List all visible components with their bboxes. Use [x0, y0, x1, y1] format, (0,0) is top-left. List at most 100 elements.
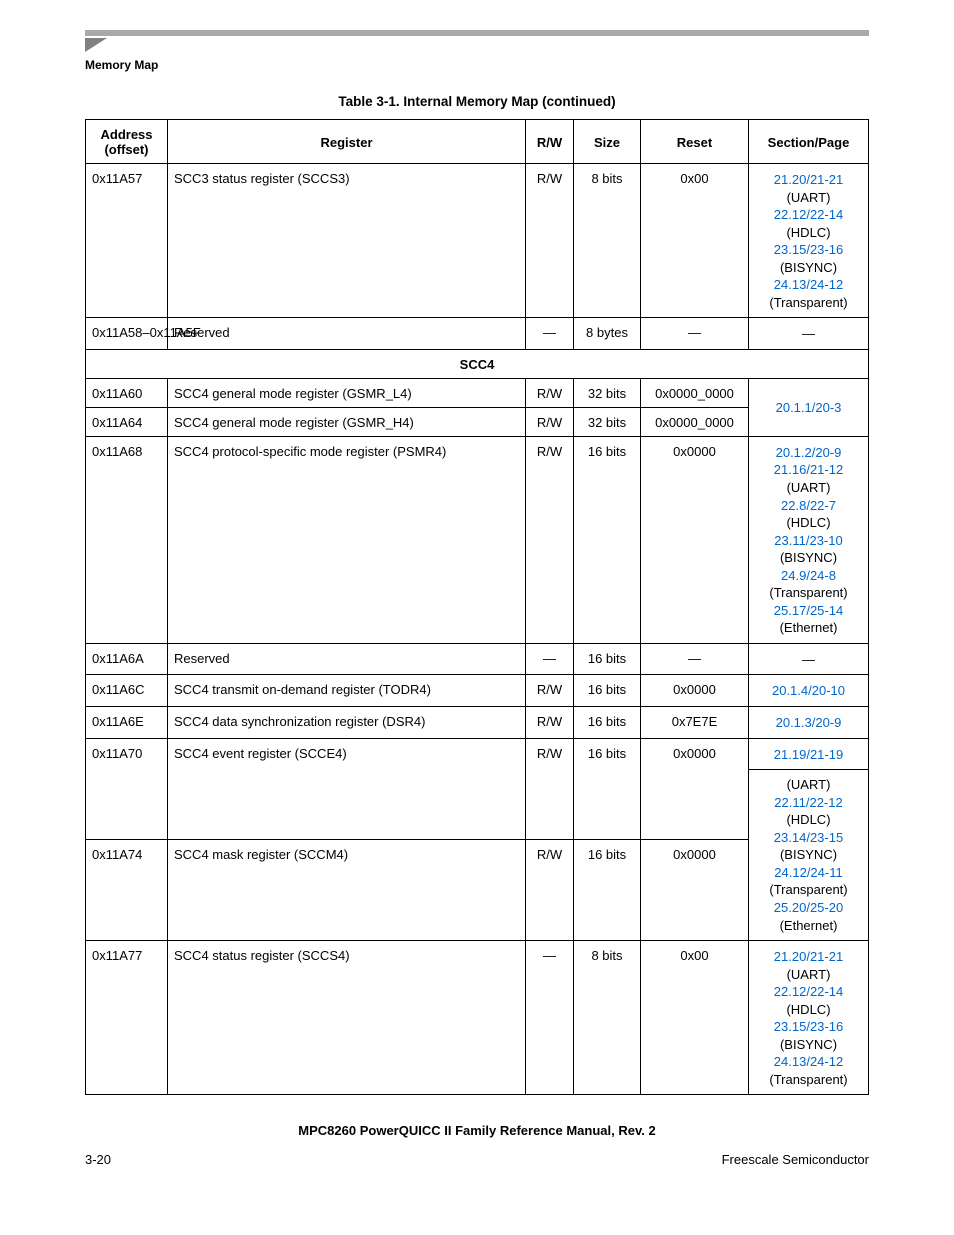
- cell-register: SCC3 status register (SCCS3): [168, 164, 526, 318]
- cell-reset: 0x0000: [641, 436, 749, 643]
- section-link[interactable]: 22.11/22-12: [774, 795, 842, 810]
- cell-section: 20.1.4/20-10: [749, 675, 869, 707]
- col-section: Section/Page: [749, 120, 869, 164]
- footer-company: Freescale Semiconductor: [722, 1152, 869, 1167]
- cell-rw: R/W: [526, 707, 574, 739]
- section-link[interactable]: 22.8/22-7: [781, 498, 836, 513]
- table-row: 0x11A6A Reserved — 16 bits — —: [86, 643, 869, 675]
- cell-rw: —: [526, 643, 574, 675]
- cell-address: 0x11A57: [86, 164, 168, 318]
- table-row: 0x11A60 SCC4 general mode register (GSMR…: [86, 378, 869, 407]
- table-row: 0x11A77 SCC4 status register (SCCS4) — 8…: [86, 941, 869, 1095]
- cell-rw: R/W: [526, 407, 574, 436]
- cell-address: 0x11A6A: [86, 643, 168, 675]
- section-link[interactable]: 20.1.2/20-9: [776, 445, 842, 460]
- section-link[interactable]: 21.19/21-19: [774, 747, 843, 762]
- footer-page-number: 3-20: [85, 1152, 111, 1167]
- cell-size: 16 bits: [574, 643, 641, 675]
- table-row: 0x11A58–0x11A5F Reserved — 8 bytes — —: [86, 318, 869, 350]
- cell-address: 0x11A64: [86, 407, 168, 436]
- section-text: (Ethernet): [780, 620, 838, 635]
- cell-register: Reserved: [168, 643, 526, 675]
- col-address: Address (offset): [86, 120, 168, 164]
- section-link[interactable]: 23.11/23-10: [774, 533, 842, 548]
- section-text: (BISYNC): [780, 550, 837, 565]
- cell-rw: R/W: [526, 436, 574, 643]
- cell-section: 21.19/21-19 (UART) 22.11/22-12 (HDLC) 23.14…: [749, 738, 869, 940]
- section-link[interactable]: 23.15/23-16: [774, 1019, 843, 1034]
- cell-reset: 0x0000: [641, 738, 749, 839]
- section-text: —: [802, 326, 815, 341]
- section-text: (Transparent): [769, 585, 847, 600]
- cell-reset: 0x0000: [641, 839, 749, 940]
- section-text: (BISYNC): [780, 1037, 837, 1052]
- col-rw: R/W: [526, 120, 574, 164]
- cell-register: SCC4 transmit on-demand register (TODR4): [168, 675, 526, 707]
- section-link[interactable]: 21.20/21-21: [774, 949, 843, 964]
- footer-row: 3-20 Freescale Semiconductor: [85, 1152, 869, 1187]
- section-link[interactable]: 20.1.1/20-3: [776, 400, 842, 415]
- header-wedge-icon: [85, 38, 107, 52]
- cell-reset: —: [641, 318, 749, 350]
- section-link[interactable]: 25.17/25-14: [774, 603, 843, 618]
- running-header: Memory Map: [85, 58, 869, 72]
- cell-address: 0x11A6C: [86, 675, 168, 707]
- group-header-row: SCC4: [86, 349, 869, 378]
- cell-section: —: [749, 318, 869, 350]
- cell-section: —: [749, 643, 869, 675]
- cell-section: 20.1.1/20-3: [749, 378, 869, 436]
- section-link[interactable]: 24.9/24-8: [781, 568, 836, 583]
- section-text: (Transparent): [769, 295, 847, 310]
- cell-rw: —: [526, 318, 574, 350]
- section-link[interactable]: 20.1.4/20-10: [772, 683, 845, 698]
- section-text: (BISYNC): [780, 260, 837, 275]
- cell-register: SCC4 event register (SCCE4): [168, 738, 526, 839]
- section-link[interactable]: 20.1.3/20-9: [776, 715, 842, 730]
- table-row: 0x11A6C SCC4 transmit on-demand register…: [86, 675, 869, 707]
- section-text: —: [802, 652, 815, 667]
- memory-map-table: Address (offset) Register R/W Size Reset…: [85, 119, 869, 1095]
- section-link[interactable]: 22.12/22-14: [774, 984, 843, 999]
- group-header: SCC4: [86, 349, 869, 378]
- section-link[interactable]: 24.12/24-11: [774, 865, 842, 880]
- section-link[interactable]: 21.20/21-21: [774, 172, 843, 187]
- cell-size: 16 bits: [574, 707, 641, 739]
- section-text: (UART): [787, 967, 831, 982]
- page: Memory Map Table 3-1. Internal Memory Ma…: [0, 0, 954, 1235]
- section-link[interactable]: 23.14/23-15: [774, 830, 843, 845]
- table-header-row: Address (offset) Register R/W Size Reset…: [86, 120, 869, 164]
- table-caption: Table 3-1. Internal Memory Map (continue…: [85, 94, 869, 109]
- cell-section: 21.20/21-21 (UART) 22.12/22-14 (HDLC) 23.15/…: [749, 164, 869, 318]
- cell-register: Reserved: [168, 318, 526, 350]
- section-link-top[interactable]: 21.19/21-19: [749, 739, 868, 771]
- cell-reset: 0x0000_0000: [641, 407, 749, 436]
- section-text: (UART): [787, 190, 831, 205]
- section-link-list: (UART)22.11/22-12(HDLC)23.14/23-15(BISYN…: [755, 776, 862, 934]
- cell-address: 0x11A60: [86, 378, 168, 407]
- section-link[interactable]: 22.12/22-14: [774, 207, 843, 222]
- cell-size: 8 bytes: [574, 318, 641, 350]
- section-text: (Transparent): [769, 882, 847, 897]
- section-link[interactable]: 24.13/24-12: [774, 1054, 843, 1069]
- section-text: (HDLC): [786, 225, 830, 240]
- cell-size: 32 bits: [574, 378, 641, 407]
- cell-register: SCC4 protocol-specific mode register (PS…: [168, 436, 526, 643]
- cell-size: 8 bits: [574, 164, 641, 318]
- section-text: (Ethernet): [780, 918, 838, 933]
- cell-section: 21.20/21-21(UART)22.12/22-14(HDLC)23.15/…: [749, 941, 869, 1095]
- cell-reset: —: [641, 643, 749, 675]
- section-link[interactable]: 21.16/21-12: [774, 462, 843, 477]
- cell-register: SCC4 general mode register (GSMR_L4): [168, 378, 526, 407]
- section-link[interactable]: 24.13/24-12: [774, 277, 843, 292]
- section-text: (HDLC): [786, 812, 830, 827]
- table-row: 0x11A57 SCC3 status register (SCCS3) R/W…: [86, 164, 869, 318]
- section-text: (UART): [787, 777, 831, 792]
- section-text: (UART): [787, 480, 831, 495]
- section-link[interactable]: 23.15/23-16: [774, 242, 843, 257]
- section-link[interactable]: 25.20/25-20: [774, 900, 843, 915]
- cell-reset: 0x00: [641, 941, 749, 1095]
- table-row: 0x11A68 SCC4 protocol-specific mode regi…: [86, 436, 869, 643]
- cell-rw: R/W: [526, 839, 574, 940]
- cell-address: 0x11A68: [86, 436, 168, 643]
- cell-address: 0x11A70: [86, 738, 168, 839]
